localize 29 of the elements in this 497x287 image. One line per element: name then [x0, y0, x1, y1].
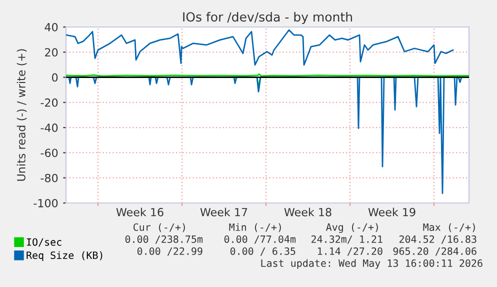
text: 24.32m/ 1.21: [312, 235, 382, 244]
chart-title: IOs for /dev/sda - by month: [183, 12, 352, 24]
text: 965.20 /284.06: [393, 247, 476, 256]
text: Cur (-/+): [133, 223, 185, 232]
text: 0.00 /22.99: [137, 247, 202, 256]
text: Min (-/+): [229, 223, 281, 232]
text: Last update: Wed May 13 16:00:11 2026: [261, 259, 482, 269]
text: Max (-/+): [423, 223, 475, 232]
y-tick-label: -40: [40, 124, 58, 132]
text: 0.00 /77.04m: [224, 235, 296, 244]
x-tick-label: Week 19: [368, 208, 416, 216]
y-tick-label: -80: [40, 174, 58, 182]
y-tick-label: -20: [40, 98, 58, 107]
y-tick-label: 20: [45, 48, 58, 57]
text: Avg (-/+): [326, 223, 378, 233]
legend-label: Req Size (KB): [26, 251, 102, 261]
x-tick-label: Week 16: [116, 208, 164, 216]
y-tick-label: -60: [40, 148, 58, 158]
x-tick-label: Week 17: [200, 208, 248, 216]
text: 0.00 /238.75m: [125, 235, 203, 244]
y-tick-label: 40: [44, 22, 58, 32]
text: 0.00 / 6.35: [230, 247, 296, 256]
legend-label: IO/sec: [26, 238, 62, 247]
y-tick-label: 0: [52, 73, 58, 82]
y-axis-title: Units read (-) / write (+): [16, 49, 27, 181]
text: 204.52 /16.83: [399, 235, 476, 244]
text: 1.14 /27.20: [318, 247, 382, 256]
y-tick-label: -100: [34, 198, 58, 208]
x-tick-label: Week 18: [284, 208, 332, 216]
